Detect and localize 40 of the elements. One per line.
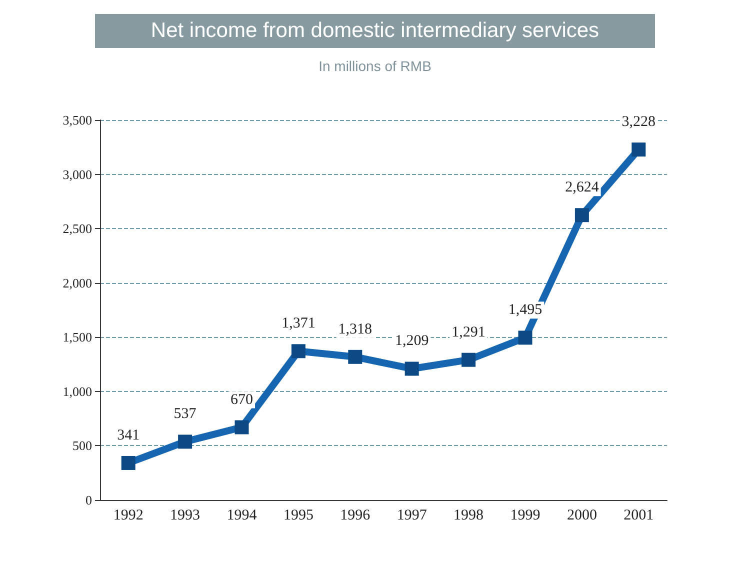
y-tick-label: 2,500	[62, 221, 92, 236]
x-tick-label: 1993	[170, 508, 200, 524]
chart-subtitle: In millions of RMB	[318, 58, 432, 74]
data-label: 1,318	[338, 321, 372, 338]
data-label: 2,624	[565, 180, 600, 196]
data-label: 3,228	[622, 114, 656, 130]
x-tick-label: 1998	[454, 508, 484, 524]
point	[291, 344, 306, 358]
x-tick-label: 2001	[624, 508, 654, 524]
y-tick-label: 2,000	[62, 275, 92, 290]
point	[518, 330, 532, 345]
point	[121, 456, 136, 470]
data-label: 670	[230, 392, 253, 408]
y-tick-label: 3,500	[62, 112, 92, 128]
x-tick-label: 1995	[283, 508, 314, 524]
point	[574, 208, 589, 222]
point	[178, 434, 192, 449]
point	[348, 350, 362, 364]
x-tick-label: 2000	[566, 508, 597, 524]
data-label: 341	[117, 427, 140, 444]
point	[404, 362, 419, 376]
x-tick-label: 1999	[510, 508, 540, 524]
point	[632, 142, 646, 157]
x-tick-label: 1992	[113, 508, 144, 524]
data-label: 1,209	[394, 333, 429, 350]
y-tick-label: 0	[86, 492, 92, 508]
y-tick-label: 1,500	[62, 330, 92, 345]
point	[234, 420, 249, 434]
x-tick-label: 1994	[226, 508, 258, 524]
chart-title: Net income from domestic intermediary services	[95, 14, 655, 48]
x-tick-label: 1997	[396, 508, 428, 524]
y-tick-label: 3,000	[62, 166, 92, 182]
y-tick-label: 500	[72, 438, 92, 454]
data-label: 1,291	[452, 324, 486, 340]
data-label: 537	[174, 406, 197, 422]
point	[462, 352, 476, 367]
data-label: 1,371	[282, 316, 316, 332]
y-tick-label: 1,000	[62, 384, 92, 399]
data-label: 1,495	[508, 302, 542, 318]
x-tick-label: 1996	[340, 508, 371, 524]
